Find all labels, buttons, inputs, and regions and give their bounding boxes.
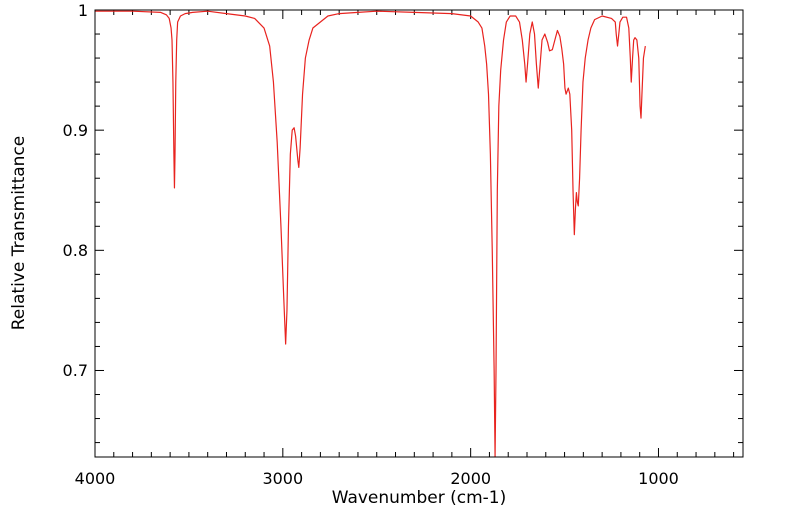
spectrum-line [95, 10, 646, 457]
plot-background [95, 10, 743, 457]
y-axis-title: Relative Transmittance [9, 136, 29, 331]
x-axis-title: Wavenumber (cm-1) [332, 488, 507, 508]
y-tick-label: 1 [78, 1, 88, 20]
x-tick-label: 4000 [75, 469, 116, 488]
x-tick-label: 2000 [450, 469, 491, 488]
series-layer [95, 10, 646, 457]
y-tick-label: 0.8 [63, 241, 88, 260]
x-tick-label: 1000 [638, 469, 679, 488]
y-tick-label: 0.7 [63, 361, 88, 380]
x-tick-label: 3000 [262, 469, 303, 488]
y-tick-label: 0.9 [63, 121, 88, 140]
plot-frame [94, 9, 744, 458]
